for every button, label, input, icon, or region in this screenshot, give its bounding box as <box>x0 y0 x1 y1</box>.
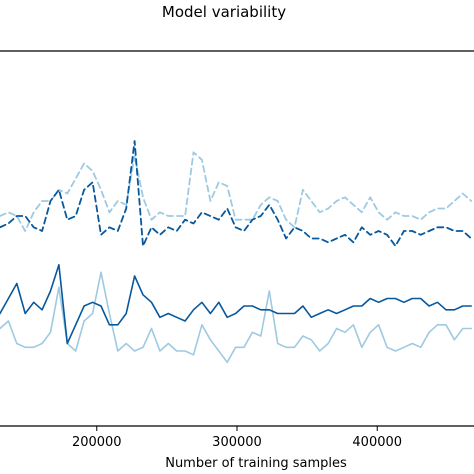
x-axis-label: Number of training samples <box>165 456 347 471</box>
chart-title: Model variability <box>162 3 286 21</box>
x-tick-label: 400000 <box>352 435 402 450</box>
x-tick-label: 300000 <box>212 435 262 450</box>
series-line-1 <box>0 151 473 232</box>
series-line-3 <box>0 271 473 364</box>
series-layer <box>0 140 473 364</box>
x-tick-label: 200000 <box>72 435 122 450</box>
x-axis-ticks: 200000 300000 400000 <box>72 426 402 450</box>
series-line-2 <box>0 140 473 247</box>
series-line-4 <box>0 263 473 345</box>
